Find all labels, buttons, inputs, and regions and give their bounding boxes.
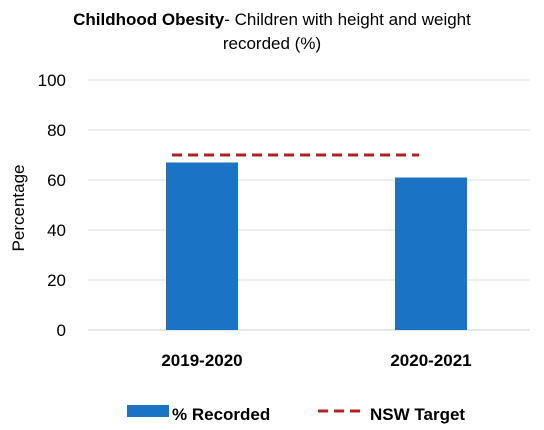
chart-title: Childhood Obesity- Children with height … [40,8,504,56]
legend: % Recorded NSW Target [127,405,465,424]
y-axis-label: Percentage [9,165,28,252]
bar-2020-2021 [395,177,467,330]
bars [166,162,467,330]
y-tick-label: 0 [57,321,66,340]
chart-title-bold: Childhood Obesity [73,10,225,29]
legend-label-recorded: % Recorded [172,405,270,424]
y-tick-label: 40 [47,221,66,240]
y-tick-label: 60 [47,171,66,190]
legend-swatch-recorded [127,405,169,417]
legend-label-target: NSW Target [370,405,465,424]
y-tick-label: 80 [47,121,66,140]
bar-2019-2020 [166,162,238,330]
y-tick-label: 20 [47,271,66,290]
x-category-label: 2019-2020 [161,351,242,370]
y-tick-label: 100 [38,71,66,90]
chart-title-rest: - Children with height and weight record… [222,10,471,53]
x-category-label: 2020-2021 [390,351,471,370]
x-axis-categories: 2019-2020 2020-2021 [161,351,471,370]
y-axis-ticks: 0 20 40 60 80 100 [38,71,66,340]
